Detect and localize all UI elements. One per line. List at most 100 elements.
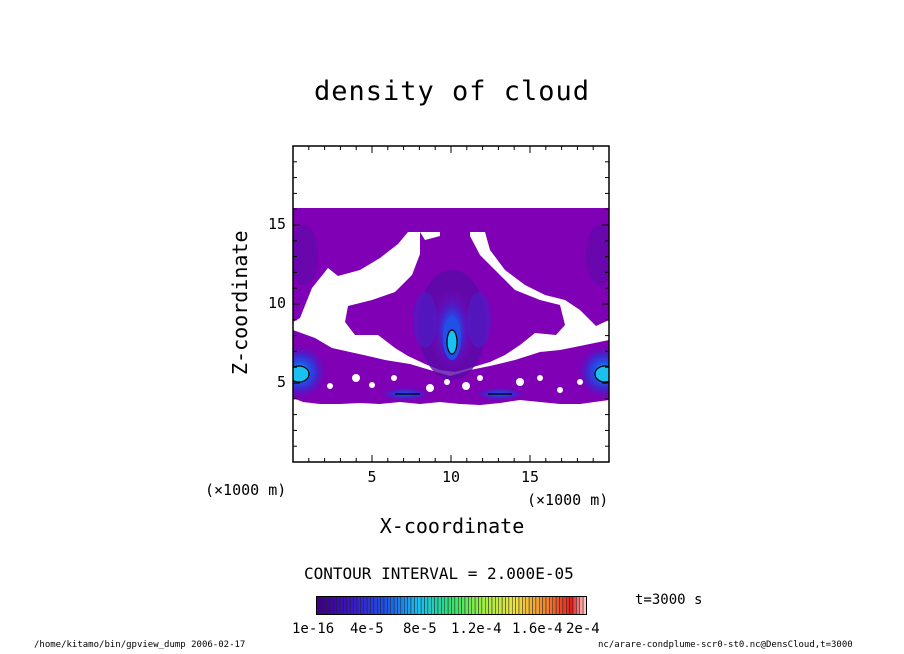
colorbar-cell [350, 596, 354, 615]
y-axis-label: Z-coordinate [228, 230, 252, 376]
colorbar-cell [576, 596, 580, 615]
colorbar-cell [549, 596, 553, 615]
colorbar-cell [410, 596, 415, 615]
colorbar-cell [461, 596, 466, 615]
colorbar-cell [427, 596, 432, 615]
colorbar-cell [474, 596, 479, 615]
colorbar-cell [336, 596, 341, 615]
colorbar-cell [424, 596, 429, 615]
x-tick-label: 5 [367, 468, 377, 486]
colorbar-label: 1.6e-4 [512, 621, 563, 637]
colorbar-cell [363, 596, 368, 615]
colorbar-cell [329, 596, 334, 615]
colorbar-cell [397, 596, 402, 615]
colorbar-cell [383, 596, 388, 615]
colorbar-cell [373, 596, 378, 615]
colorbar-cell [333, 596, 337, 615]
colorbar-cell [316, 596, 321, 615]
colorbar-cell [545, 596, 550, 615]
colorbar-cell [508, 596, 513, 615]
colorbar-cell [339, 596, 344, 615]
colorbar-cell [417, 596, 422, 615]
colorbar-cell [572, 596, 577, 615]
colorbar-cell [447, 596, 452, 615]
colorbar-cell [535, 596, 540, 615]
colorbar-cell [393, 596, 398, 615]
x-tick-label: 15 [520, 468, 540, 486]
colorbar-cell [485, 596, 489, 615]
colorbar-cell [522, 596, 526, 615]
colorbar-cell [518, 596, 523, 615]
colorbar-cell [454, 596, 459, 615]
colorbar-cell [481, 596, 486, 615]
colorbar-cell [505, 596, 510, 615]
colorbar-cell [566, 596, 570, 615]
colorbar-cell [555, 596, 560, 615]
colorbar-cell [414, 596, 418, 615]
colorbar-label: 4e-5 [350, 621, 384, 637]
colorbar-cell [420, 596, 425, 615]
colorbar-cell [559, 596, 564, 615]
y-tick-label: 15 [267, 215, 286, 233]
x-unit-label: (×1000 m) [527, 491, 609, 509]
footer-right: nc/arare-condplume-scr0-st0.nc@DensCloud… [598, 640, 853, 650]
colorbar-cell [346, 596, 351, 615]
contour-interval-label: CONTOUR INTERVAL = 2.000E-05 [304, 564, 574, 583]
colorbar-cell [390, 596, 395, 615]
colorbar-cell [582, 596, 587, 615]
colorbar-cell [404, 596, 408, 615]
colorbar-cell [539, 596, 543, 615]
colorbar-cell [323, 596, 327, 615]
colorbar-cell [532, 596, 537, 615]
colorbar-cell [377, 596, 381, 615]
colorbar-cell [498, 596, 503, 615]
colorbar-cell [319, 596, 324, 615]
colorbar-label: 2e-4 [566, 621, 600, 637]
colorbar-cell [488, 596, 493, 615]
colorbar [316, 596, 587, 615]
colorbar-cell [353, 596, 358, 615]
colorbar-cell [387, 596, 391, 615]
colorbar-cell [458, 596, 462, 615]
x-tick-label: 10 [441, 468, 461, 486]
colorbar-cell [525, 596, 530, 615]
colorbar-cell [366, 596, 371, 615]
colorbar-cell [528, 596, 533, 615]
colorbar-cell [400, 596, 405, 615]
colorbar-cell [542, 596, 547, 615]
footer-left: /home/kitamo/bin/gpview_dump 2006-02-17 [34, 640, 246, 650]
colorbar-cell [464, 596, 469, 615]
y-unit-label: (×1000 m) [205, 481, 287, 499]
colorbar-cell [515, 596, 520, 615]
colorbar-cell [343, 596, 348, 615]
colorbar-cell [451, 596, 456, 615]
colorbar-cell [478, 596, 483, 615]
colorbar-cell [326, 596, 331, 615]
colorbar-cell [431, 596, 435, 615]
y-tick-label: 5 [276, 373, 286, 391]
colorbar-cell [434, 596, 439, 615]
colorbar-cell [356, 596, 361, 615]
colorbar-cell [569, 596, 574, 615]
colorbar-cell [495, 596, 499, 615]
colorbar-cell [444, 596, 449, 615]
colorbar-label: 8e-5 [403, 621, 437, 637]
x-axis-label: X-coordinate [379, 514, 525, 538]
colorbar-cell [579, 596, 584, 615]
colorbar-cell [441, 596, 445, 615]
colorbar-cell [471, 596, 476, 615]
colorbar-cell [562, 596, 567, 615]
colorbar-label: 1.2e-4 [451, 621, 502, 637]
colorbar-cell [501, 596, 506, 615]
time-label: t=3000 s [635, 592, 703, 608]
colorbar-cell [380, 596, 385, 615]
colorbar-cell [552, 596, 557, 615]
colorbar-cell [407, 596, 412, 615]
colorbar-cell [491, 596, 496, 615]
y-tick-label: 10 [267, 294, 286, 312]
colorbar-cell [437, 596, 442, 615]
colorbar-frame [316, 596, 587, 615]
colorbar-label: 1e-16 [292, 621, 335, 637]
colorbar-cell [468, 596, 472, 615]
